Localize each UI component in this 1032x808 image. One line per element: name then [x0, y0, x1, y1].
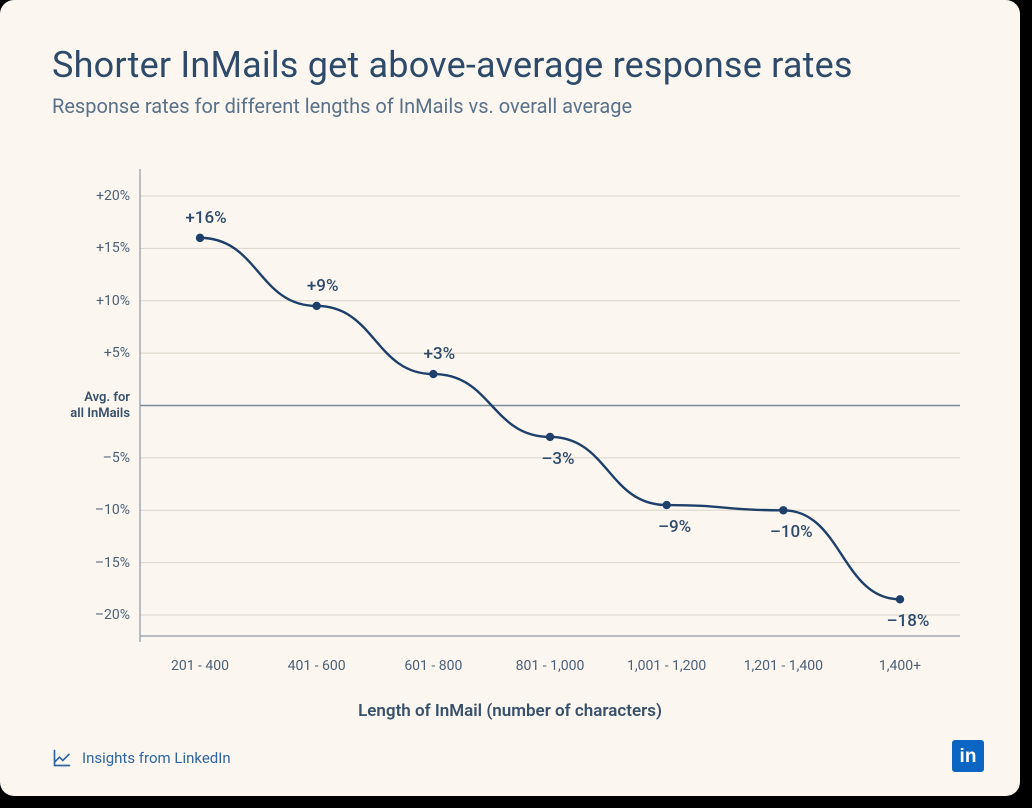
- x-tick-label: 1,400+: [879, 658, 921, 674]
- y-tick-label: +15%: [96, 240, 130, 256]
- footer-text: Insights from LinkedIn: [82, 749, 231, 767]
- insights-icon: [52, 748, 72, 768]
- x-tick-label: 601 - 800: [404, 658, 462, 674]
- data-point-label: +16%: [185, 208, 226, 228]
- insights-footer: Insights from LinkedIn: [52, 748, 231, 768]
- y-zero-label: Avg. forall InMails: [70, 389, 130, 422]
- line-chart-svg: [0, 0, 1020, 796]
- data-point-label: –18%: [887, 611, 930, 631]
- linkedin-logo: in: [952, 740, 984, 772]
- x-tick-label: 1,001 - 1,200: [627, 658, 706, 674]
- x-tick-label: 201 - 400: [171, 658, 229, 674]
- x-tick-label: 1,201 - 1,400: [744, 658, 823, 674]
- data-point-label: –3%: [541, 449, 574, 469]
- linkedin-logo-text: in: [960, 747, 977, 766]
- data-point-label: +3%: [424, 344, 456, 364]
- data-point-label: –10%: [770, 522, 813, 542]
- chart-card: Shorter InMails get above-average respon…: [0, 0, 1020, 796]
- x-axis-label: Length of InMail (number of characters): [0, 701, 1020, 721]
- y-tick-label: –5%: [103, 450, 130, 466]
- data-point-label: +9%: [307, 276, 339, 296]
- y-tick-label: +20%: [96, 188, 130, 204]
- y-tick-label: +5%: [104, 345, 130, 361]
- data-point-label: –9%: [658, 517, 691, 537]
- x-tick-label: 801 - 1,000: [516, 658, 585, 674]
- x-tick-label: 401 - 600: [288, 658, 346, 674]
- y-tick-label: +10%: [96, 293, 130, 309]
- y-tick-label: –20%: [95, 607, 130, 623]
- y-tick-label: –10%: [95, 502, 130, 518]
- y-tick-label: –15%: [95, 555, 130, 571]
